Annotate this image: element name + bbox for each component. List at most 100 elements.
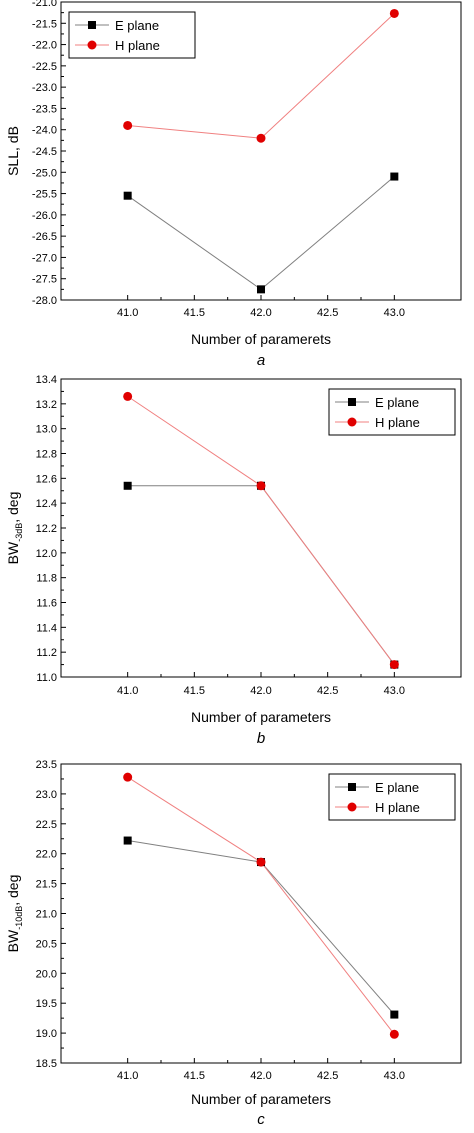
data-point-h-plane [123,120,133,130]
legend-label: E plane [375,780,419,795]
y-tick-label: 11.2 [36,647,57,659]
y-axis-label-subscript: -10dB [14,906,24,930]
y-tick-label: 23.5 [36,759,57,771]
y-tick-label: 12.4 [36,498,57,510]
chart-panel-c: 18.5 19.0 19.5 20.0 20.5 21.0 21.5 22.0 22.5 23.0… [5,759,462,1128]
x-tick-label: 42.0 [250,1070,271,1082]
y-tick-label: 19.5 [36,998,57,1010]
y-tick-label: 11.4 [36,622,57,634]
series-line-e-plane [127,176,395,290]
y-tick-label: 13.2 [36,399,57,411]
y-tick-label: 12.6 [36,473,57,485]
legend-marker-square [348,783,356,791]
y-axis-label-unit: , deg [5,875,21,906]
y-tick-label: 13.0 [36,424,57,436]
data-point-h-plane [256,481,266,491]
y-tick-label: 21.5 [36,879,57,891]
x-tick-label: 43.0 [384,685,405,697]
series-line-h-plane [127,395,395,665]
y-tick-label: 22.5 [36,819,57,831]
data-point-h-plane [123,391,133,401]
y-axis-label: BW-3dB, deg [5,492,24,565]
x-tick-label: 42.5 [317,1070,338,1082]
y-tick-label: -24.0 [32,125,57,137]
panel-letter: c [257,1111,265,1128]
x-tick-label: 41.5 [184,1070,205,1082]
legend-label: H plane [375,800,420,815]
x-tick-label: 43.0 [384,1070,405,1082]
data-point-e-plane [123,481,132,490]
data-point-h-plane [389,1029,399,1039]
x-tick-label: 42.0 [250,307,271,319]
legend: E plane H plane [68,11,196,59]
legend-box [328,388,456,436]
chart-panel-a: -21.0 -21.5 -22.0 -22.5 -23.0 -23.5 -24.0 -24.5… [5,0,462,369]
y-tick-label: -25.5 [32,189,57,201]
y-tick-label: 11.8 [36,573,57,585]
y-tick-label: -23.5 [32,103,57,115]
y-tick-label: -24.5 [32,146,57,158]
y-tick-label: -25.0 [32,167,57,179]
legend-marker-circle [347,417,357,427]
panel-letter: b [257,730,265,747]
data-point-h-plane [123,772,133,782]
y-tick-label: 12.2 [36,523,57,535]
legend: E plane H plane [328,388,456,436]
y-tick-label: -26.0 [32,210,57,222]
y-tick-label: -28.0 [32,295,57,307]
data-point-h-plane [256,133,266,143]
y-axis-label: SLL, dB [5,126,21,176]
x-tick-label: 41.0 [117,685,138,697]
legend-label: E plane [375,395,419,410]
y-tick-label: 12.8 [36,449,57,461]
y-tick-label: 12.0 [36,548,57,560]
data-point-e-plane [390,172,399,181]
legend-marker-square [348,398,356,406]
y-tick-label: 21.0 [36,909,57,921]
y-axis-label-main: BW [5,929,21,952]
y-tick-label: 18.5 [36,1058,57,1070]
data-point-e-plane [257,285,265,294]
y-tick-label: 19.0 [36,1028,57,1040]
y-tick-label: 20.5 [36,938,57,950]
legend-label: H plane [375,415,420,430]
panel-letter: a [257,352,265,369]
data-point-e-plane [390,1010,399,1019]
y-tick-label: 22.0 [36,849,57,861]
legend: E plane H plane [328,773,456,821]
y-tick-label: 13.4 [36,374,57,386]
y-tick-label: -23.0 [32,82,57,94]
y-axis-label-main: SLL, dB [5,126,21,176]
y-axis-label-main: BW [5,541,21,564]
y-axis-label-unit: , deg [5,492,21,523]
legend-label: H plane [115,38,160,53]
legend-marker-circle [87,40,97,50]
y-tick-label: 20.0 [36,968,57,980]
x-axis-label: Number of parameters [191,1091,331,1107]
x-tick-label: 42.5 [317,685,338,697]
data-point-e-plane [123,836,132,845]
data-point-h-plane [389,660,399,670]
legend-label: E plane [115,18,159,33]
x-axis-label: Number of paramerets [191,331,331,347]
legend-box [328,773,456,821]
legend-marker-circle [347,802,357,812]
data-point-h-plane [389,8,399,18]
x-tick-label: 41.0 [117,307,138,319]
x-axis-label: Number of parameters [191,709,331,725]
y-axis-label-subscript: -3dB [14,523,24,542]
y-tick-label: -22.5 [32,61,57,73]
legend-marker-square [88,21,96,29]
x-tick-label: 41.0 [117,1070,138,1082]
x-tick-label: 42.5 [317,307,338,319]
legend-box [68,11,196,59]
y-tick-label: -26.5 [32,231,57,243]
y-tick-label: -21.5 [32,18,57,30]
y-axis-label: BW-10dB, deg [5,875,24,953]
x-tick-label: 43.0 [384,307,405,319]
x-tick-label: 41.5 [184,685,205,697]
data-point-e-plane [123,191,132,200]
series-line-e-plane [127,840,395,1015]
y-tick-label: 11.6 [36,598,57,610]
